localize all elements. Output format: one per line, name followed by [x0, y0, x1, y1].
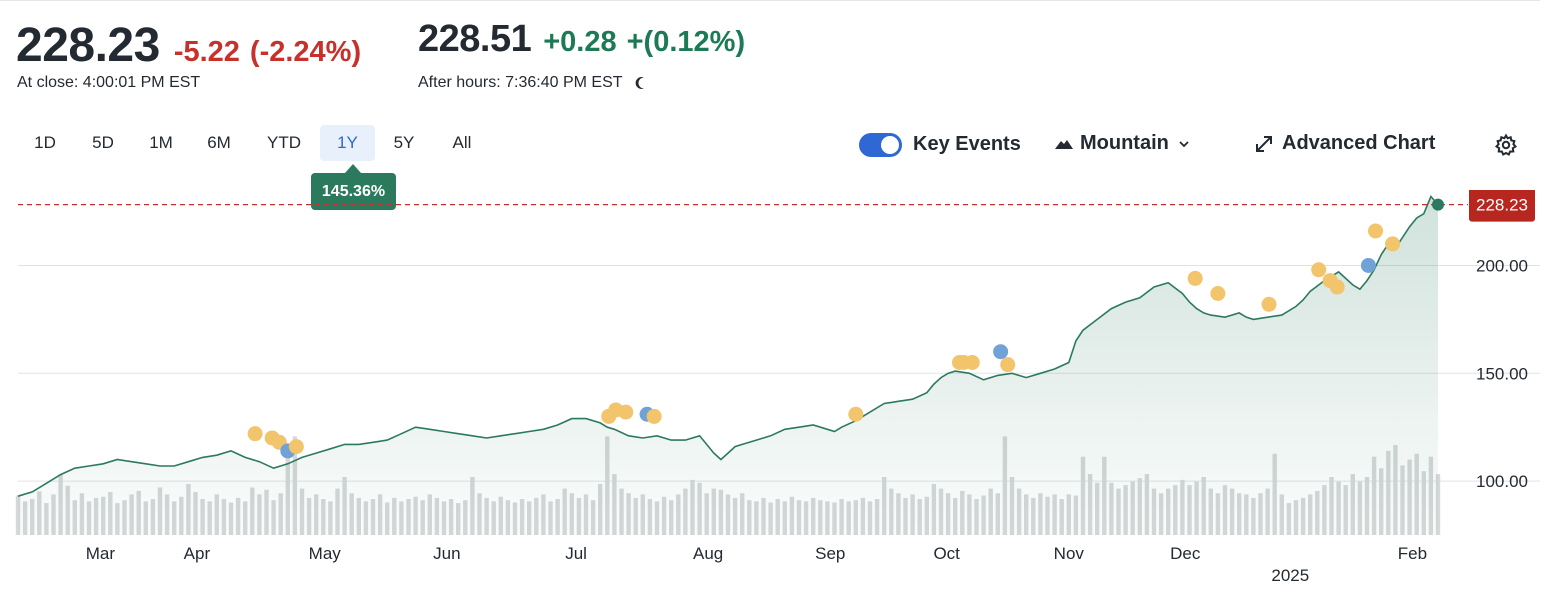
y-axis: 100.00 150.00 200.00 [1476, 256, 1528, 491]
event-marker [1368, 223, 1384, 239]
price-chart: 100.00 150.00 200.00 Mar Apr May Jun Jul Aug Sep… [15, 190, 1540, 585]
event-marker [247, 426, 263, 442]
range-return-tooltip: 145.36% [311, 173, 396, 210]
event-marker-blue [993, 344, 1009, 360]
event-marker [1385, 236, 1401, 252]
chevron-down-icon [1179, 140, 1189, 147]
x-axis: Mar Apr May Jun Jul Aug Sep Oct Nov Dec 2025 Feb [86, 544, 1427, 585]
advanced-chart-button[interactable]: Advanced Chart [1254, 132, 1435, 155]
x-tick-label: Aug [693, 544, 723, 563]
top-divider [0, 0, 1540, 1]
close-change: -5.22 [173, 36, 240, 68]
last-price-label: 228.23 [1469, 190, 1535, 222]
x-tick-label: Nov [1054, 544, 1085, 563]
last-price-text: 228.23 [1476, 196, 1528, 215]
x-tick-label: Sep [815, 544, 845, 563]
expand-icon [1256, 135, 1272, 152]
after-hours-change-percent: +(0.12%) [626, 26, 746, 58]
event-marker [1329, 279, 1345, 295]
x-tick-label: Dec [1170, 544, 1201, 563]
range-ytd[interactable]: YTD [267, 133, 301, 152]
mountain-icon [1055, 139, 1073, 149]
x-tick-label: Feb [1398, 544, 1427, 563]
event-marker [1210, 286, 1226, 301]
x-tick-label: 2025 [1271, 566, 1309, 585]
close-price: 228.23 [16, 19, 160, 72]
gear-icon[interactable] [1494, 133, 1518, 157]
range-return-tooltip-arrow [345, 164, 361, 173]
event-marker [1187, 270, 1203, 286]
after-hours-price: 228.51 [418, 18, 532, 60]
toggle-knob [881, 136, 899, 154]
event-marker [848, 406, 864, 422]
range-1m[interactable]: 1M [149, 133, 173, 152]
x-tick-label: Apr [184, 544, 211, 563]
key-events-toggle[interactable] [859, 133, 902, 157]
key-events-label: Key Events [913, 133, 1021, 155]
after-hours-quote: 228.51 +0.28 +(0.12%) After hours: 7:36:… [418, 18, 745, 98]
range-all[interactable]: All [452, 133, 472, 152]
event-marker [1261, 296, 1277, 312]
advanced-chart-label: Advanced Chart [1282, 132, 1436, 154]
event-marker [618, 404, 634, 420]
after-hours-change: +0.28 [543, 26, 617, 58]
x-tick-label: Oct [933, 544, 960, 563]
price-line [17, 195, 1439, 497]
moon-icon [635, 77, 644, 89]
close-change-percent: (-2.24%) [249, 36, 362, 68]
x-tick-label: Mar [86, 544, 116, 563]
chart-type-label: Mountain [1080, 132, 1169, 154]
x-tick-label: Jul [565, 544, 587, 563]
range-5d[interactable]: 5D [92, 133, 114, 152]
range-6m[interactable]: 6M [207, 133, 231, 152]
event-marker [1311, 262, 1327, 278]
event-marker [964, 355, 980, 370]
y-tick-label: 150.00 [1476, 364, 1528, 383]
price-area [18, 196, 1438, 535]
chart-type-dropdown[interactable]: Mountain [1054, 132, 1191, 155]
event-marker-blue [1360, 257, 1376, 273]
close-time: At close: 4:00:01 PM EST [17, 74, 201, 91]
x-tick-label: May [309, 544, 342, 563]
event-marker [288, 439, 304, 455]
last-price-dot [1432, 198, 1444, 211]
y-tick-label: 100.00 [1476, 472, 1528, 491]
range-1d[interactable]: 1D [34, 133, 56, 152]
x-tick-label: Jun [433, 544, 460, 563]
event-marker [1000, 357, 1016, 373]
range-selector: 1D 5D 1M 6M YTD 1Y 5Y All [16, 125, 491, 161]
event-marker [646, 408, 662, 424]
close-quote: 228.23 -5.22 (-2.24%) At close: 4:00:01 … [16, 18, 361, 98]
range-5y[interactable]: 5Y [393, 133, 415, 152]
after-hours-time: After hours: 7:36:40 PM EST [418, 74, 623, 91]
y-tick-label: 200.00 [1476, 256, 1528, 275]
range-1y[interactable]: 1Y [320, 125, 375, 161]
key-events [247, 223, 1401, 459]
